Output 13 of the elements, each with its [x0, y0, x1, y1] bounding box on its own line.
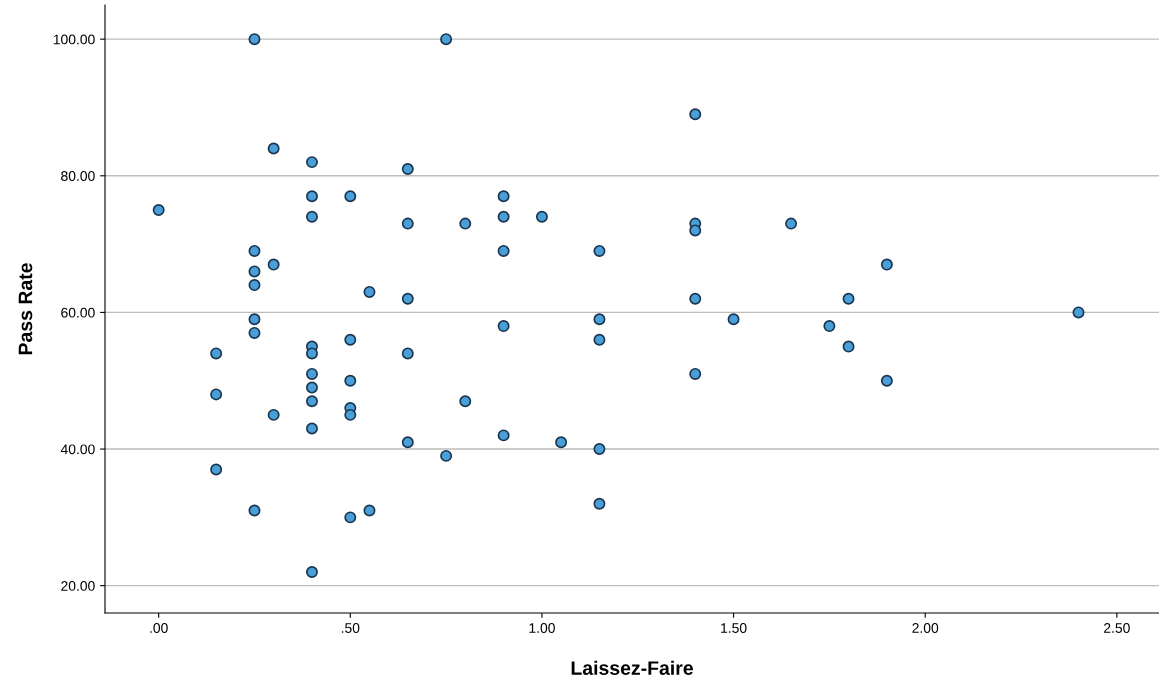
y-axis-title: Pass Rate: [18, 263, 33, 355]
x-tick-label: .50: [341, 623, 360, 633]
x-tick-label: 1.00: [529, 623, 555, 633]
x-axis-title: Laissez-Faire: [571, 660, 693, 675]
x-tick-label: 2.50: [1104, 623, 1130, 633]
y-tick-label: 60.00: [61, 307, 95, 318]
y-tick-label: 100.00: [53, 34, 95, 45]
y-tick-label: 40.00: [60, 444, 95, 455]
x-tick-label: .00: [150, 623, 168, 633]
x-tick-label: 1.50: [721, 623, 747, 633]
x-tick-label: 2.00: [912, 623, 939, 633]
y-tick-label: 80.00: [61, 171, 95, 181]
y-tick-label: 20.00: [61, 581, 95, 591]
